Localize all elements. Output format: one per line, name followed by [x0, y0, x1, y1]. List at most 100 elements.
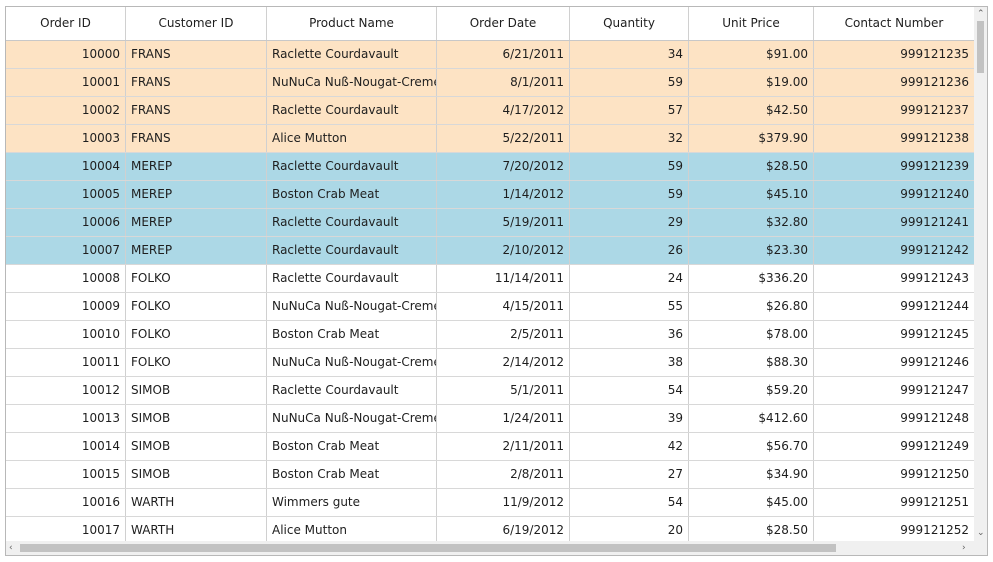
order-date-cell[interactable]: 5/1/2011: [437, 377, 570, 404]
product-name-cell[interactable]: NuNuCa Nuß-Nougat-Creme: [267, 349, 437, 376]
order-id-cell[interactable]: 10010: [6, 321, 126, 348]
customer-id-cell[interactable]: FOLKO: [126, 349, 267, 376]
order-date-cell[interactable]: 2/14/2012: [437, 349, 570, 376]
scroll-right-arrow-icon[interactable]: ›: [962, 543, 966, 553]
table-row[interactable]: 10016 WARTH Wimmers gute 11/9/2012 54 $45.00 9…: [6, 489, 974, 517]
table-row[interactable]: 10011 FOLKO NuNuCa Nuß-Nougat-Creme 2/14/20…: [6, 349, 974, 377]
order-date-cell[interactable]: 2/11/2011: [437, 433, 570, 460]
product-name-cell[interactable]: Boston Crab Meat: [267, 433, 437, 460]
order-date-cell[interactable]: 2/8/2011: [437, 461, 570, 488]
product-name-cell[interactable]: Boston Crab Meat: [267, 461, 437, 488]
contact-number-cell[interactable]: 999121244: [900, 299, 969, 313]
contact-number-cell[interactable]: 999121239: [900, 159, 969, 173]
contact-number-cell[interactable]: 999121242: [900, 243, 969, 257]
horizontal-scrollbar[interactable]: ‹ ›: [6, 541, 974, 555]
unit-price-cell[interactable]: $379.90: [689, 125, 814, 152]
customer-id-cell[interactable]: MEREP: [126, 237, 267, 264]
column-header-customer-id[interactable]: Customer ID: [126, 7, 267, 40]
unit-price-cell[interactable]: $56.70: [689, 433, 814, 460]
customer-id-cell[interactable]: SIMOB: [126, 377, 267, 404]
table-row[interactable]: 10010 FOLKO Boston Crab Meat 2/5/2011 36 $78.…: [6, 321, 974, 349]
table-row[interactable]: 10014 SIMOB Boston Crab Meat 2/11/2011 42 $56…: [6, 433, 974, 461]
order-date-cell[interactable]: 7/20/2012: [437, 153, 570, 180]
order-id-cell[interactable]: 10009: [6, 293, 126, 320]
unit-price-cell[interactable]: $28.50: [689, 517, 814, 541]
product-name-cell[interactable]: Raclette Courdavault: [267, 377, 437, 404]
order-date-cell[interactable]: 11/14/2011: [437, 265, 570, 292]
table-row[interactable]: 10009 FOLKO NuNuCa Nuß-Nougat-Creme 4/15/20…: [6, 293, 974, 321]
contact-number-cell[interactable]: 999121248: [900, 411, 969, 425]
product-name-cell[interactable]: NuNuCa Nuß-Nougat-Creme: [267, 405, 437, 432]
order-date-cell[interactable]: 8/1/2011: [437, 69, 570, 96]
order-id-cell[interactable]: 10012: [6, 377, 126, 404]
unit-price-cell[interactable]: $23.30: [689, 237, 814, 264]
product-name-cell[interactable]: Raclette Courdavault: [267, 237, 437, 264]
customer-id-cell[interactable]: WARTH: [126, 517, 267, 541]
table-row[interactable]: 10003 FRANS Alice Mutton 5/22/2011 32 $379.90…: [6, 125, 974, 153]
contact-number-cell[interactable]: 999121241: [900, 215, 969, 229]
quantity-cell[interactable]: 59: [570, 69, 689, 96]
quantity-cell[interactable]: 59: [570, 181, 689, 208]
quantity-cell[interactable]: 42: [570, 433, 689, 460]
product-name-cell[interactable]: Alice Mutton: [267, 125, 437, 152]
table-row[interactable]: 10004 MEREP Raclette Courdavault 7/20/2012 5…: [6, 153, 974, 181]
order-date-cell[interactable]: 5/19/2011: [437, 209, 570, 236]
customer-id-cell[interactable]: FOLKO: [126, 265, 267, 292]
quantity-cell[interactable]: 27: [570, 461, 689, 488]
horizontal-scroll-thumb[interactable]: [20, 544, 836, 552]
quantity-cell[interactable]: 57: [570, 97, 689, 124]
table-row[interactable]: 10000 FRANS Raclette Courdavault 6/21/2011 3…: [6, 41, 974, 69]
order-id-cell[interactable]: 10008: [6, 265, 126, 292]
customer-id-cell[interactable]: MEREP: [126, 153, 267, 180]
quantity-cell[interactable]: 38: [570, 349, 689, 376]
unit-price-cell[interactable]: $45.10: [689, 181, 814, 208]
unit-price-cell[interactable]: $91.00: [689, 41, 814, 68]
table-row[interactable]: 10005 MEREP Boston Crab Meat 1/14/2012 59 $45…: [6, 181, 974, 209]
contact-number-cell[interactable]: 999121237: [900, 103, 969, 117]
customer-id-cell[interactable]: FOLKO: [126, 293, 267, 320]
table-row[interactable]: 10007 MEREP Raclette Courdavault 2/10/2012 2…: [6, 237, 974, 265]
table-row[interactable]: 10015 SIMOB Boston Crab Meat 2/8/2011 27 $34.…: [6, 461, 974, 489]
contact-number-cell[interactable]: 999121238: [900, 131, 969, 145]
order-id-cell[interactable]: 10005: [6, 181, 126, 208]
customer-id-cell[interactable]: FRANS: [126, 69, 267, 96]
unit-price-cell[interactable]: $19.00: [689, 69, 814, 96]
vertical-scrollbar[interactable]: ⌃ ⌄: [974, 7, 987, 541]
product-name-cell[interactable]: Boston Crab Meat: [267, 321, 437, 348]
table-row[interactable]: 10017 WARTH Alice Mutton 6/19/2012 20 $28.50 9…: [6, 517, 974, 541]
quantity-cell[interactable]: 59: [570, 153, 689, 180]
product-name-cell[interactable]: NuNuCa Nuß-Nougat-Creme: [267, 69, 437, 96]
order-id-cell[interactable]: 10003: [6, 125, 126, 152]
contact-number-cell[interactable]: 999121245: [900, 327, 969, 341]
product-name-cell[interactable]: Alice Mutton: [267, 517, 437, 541]
quantity-cell[interactable]: 34: [570, 41, 689, 68]
contact-number-cell[interactable]: 999121250: [900, 467, 969, 481]
customer-id-cell[interactable]: SIMOB: [126, 405, 267, 432]
quantity-cell[interactable]: 39: [570, 405, 689, 432]
table-row[interactable]: 10008 FOLKO Raclette Courdavault 11/14/2011…: [6, 265, 974, 293]
customer-id-cell[interactable]: FOLKO: [126, 321, 267, 348]
scroll-left-arrow-icon[interactable]: ‹: [9, 543, 13, 553]
column-header-product-name[interactable]: Product Name: [267, 7, 437, 40]
product-name-cell[interactable]: Boston Crab Meat: [267, 181, 437, 208]
quantity-cell[interactable]: 36: [570, 321, 689, 348]
unit-price-cell[interactable]: $59.20: [689, 377, 814, 404]
unit-price-cell[interactable]: $32.80: [689, 209, 814, 236]
contact-number-cell[interactable]: 999121235: [900, 47, 969, 61]
unit-price-cell[interactable]: $336.20: [689, 265, 814, 292]
table-row[interactable]: 10012 SIMOB Raclette Courdavault 5/1/2011 54…: [6, 377, 974, 405]
quantity-cell[interactable]: 24: [570, 265, 689, 292]
contact-number-cell[interactable]: 999121247: [900, 383, 969, 397]
order-date-cell[interactable]: 4/17/2012: [437, 97, 570, 124]
unit-price-cell[interactable]: $28.50: [689, 153, 814, 180]
column-header-order-id[interactable]: Order ID: [6, 7, 126, 40]
order-id-cell[interactable]: 10002: [6, 97, 126, 124]
column-header-unit-price[interactable]: Unit Price: [689, 7, 814, 40]
column-header-contact-number[interactable]: Contact Number: [844, 16, 944, 30]
customer-id-cell[interactable]: FRANS: [126, 97, 267, 124]
customer-id-cell[interactable]: MEREP: [126, 209, 267, 236]
customer-id-cell[interactable]: FRANS: [126, 41, 267, 68]
order-date-cell[interactable]: 2/5/2011: [437, 321, 570, 348]
order-date-cell[interactable]: 6/21/2011: [437, 41, 570, 68]
quantity-cell[interactable]: 20: [570, 517, 689, 541]
